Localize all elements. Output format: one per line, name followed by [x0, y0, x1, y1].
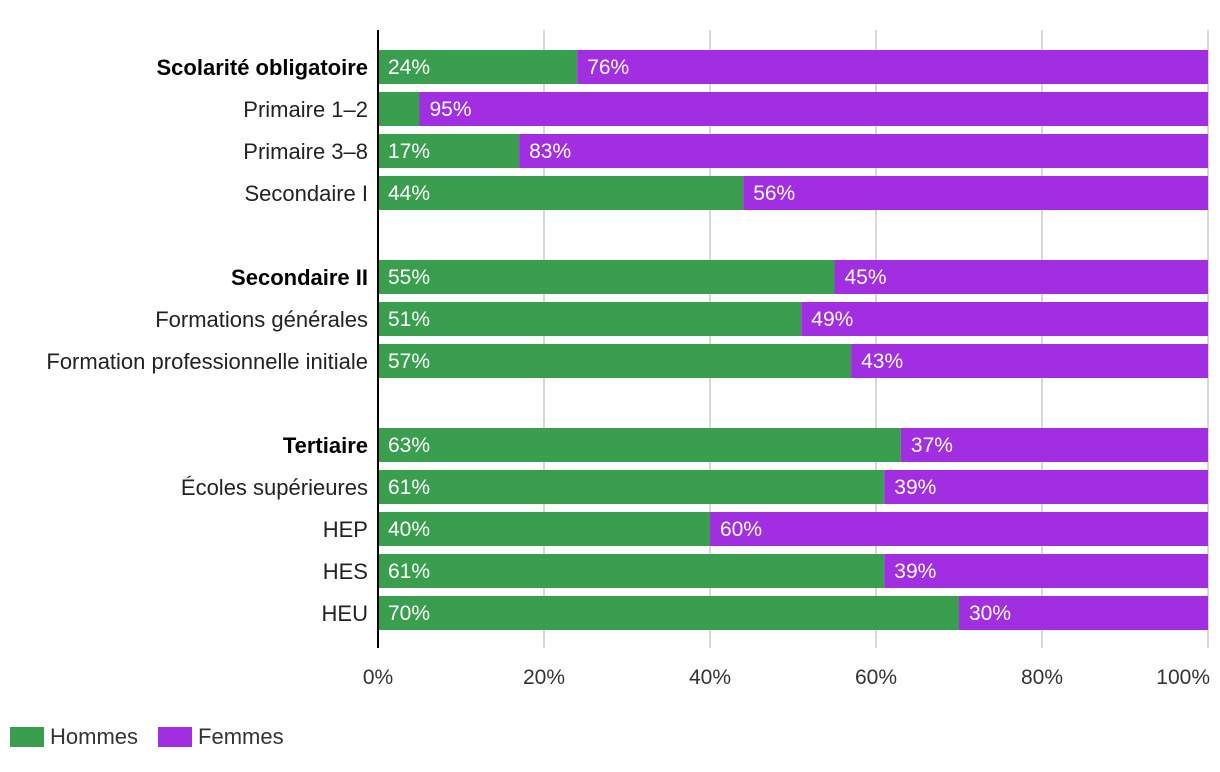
value-label-hommes-8: 61% — [388, 476, 430, 499]
category-label-6: Formation professionnelle initiale — [46, 349, 368, 374]
value-label-femmes-0: 76% — [587, 56, 629, 79]
bar-femmes-6 — [851, 344, 1208, 378]
legend: Hommes Femmes — [10, 724, 304, 750]
bars: 24% 76% 95%17% 83% 44% 56% 55% 45% 51% 49% 57% 43% 6… — [378, 50, 1208, 630]
value-label-femmes-3: 56% — [753, 182, 795, 205]
value-label-hommes-4: 55% — [388, 266, 430, 289]
legend-swatch-femmes — [158, 727, 193, 747]
bar-femmes-7 — [900, 428, 1208, 462]
bar-femmes-10 — [884, 554, 1208, 588]
legend-item-hommes: Hommes — [10, 724, 138, 750]
value-label-hommes-10: 61% — [388, 560, 430, 583]
value-label-hommes-5: 51% — [388, 308, 430, 331]
value-label-femmes-7: 37% — [911, 434, 953, 457]
bar-hommes-11 — [378, 596, 959, 630]
x-tick-20: 20% — [523, 666, 565, 689]
bar-hommes-10 — [378, 554, 885, 588]
bar-femmes-9 — [710, 512, 1208, 546]
category-label-2: Primaire 3–8 — [243, 139, 368, 164]
category-label-10: HES — [323, 559, 368, 584]
bar-hommes-7 — [378, 428, 901, 462]
legend-swatch-hommes — [10, 727, 44, 747]
category-label-9: HEP — [323, 517, 368, 542]
bar-hommes-4 — [378, 260, 835, 294]
x-tick-100: 100% — [1156, 666, 1210, 689]
value-label-femmes-1: 95% — [430, 98, 472, 121]
category-label-11: HEU — [322, 601, 368, 626]
value-label-hommes-9: 40% — [388, 518, 430, 541]
bar-hommes-0 — [378, 50, 578, 84]
bar-femmes-1 — [419, 92, 1208, 126]
bar-hommes-1 — [378, 92, 420, 126]
category-labels: Scolarité obligatoire Primaire 1–2 Primair… — [46, 55, 368, 626]
x-axis-ticks: 0% 20% 40% 60% 80% 100% — [363, 666, 1210, 689]
value-label-hommes-11: 70% — [388, 602, 430, 625]
category-label-5: Formations générales — [155, 307, 368, 332]
bar-hommes-3 — [378, 176, 744, 210]
value-label-femmes-8: 39% — [894, 476, 936, 499]
value-label-femmes-10: 39% — [894, 560, 936, 583]
category-label-4: Secondaire II — [231, 265, 368, 290]
x-tick-0: 0% — [363, 666, 393, 689]
stacked-bar-chart: 24% 76% 95%17% 83% 44% 56% 55% 45% 51% 49% 57% 43% 6… — [46, 30, 1210, 689]
legend-item-femmes: Femmes — [158, 724, 284, 750]
legend-label-femmes: Femmes — [198, 724, 284, 749]
bar-femmes-5 — [801, 302, 1208, 336]
bar-femmes-3 — [743, 176, 1208, 210]
bar-hommes-9 — [378, 512, 710, 546]
category-label-8: Écoles supérieures — [181, 475, 368, 500]
category-label-3: Secondaire I — [244, 181, 368, 206]
value-label-hommes-7: 63% — [388, 434, 430, 457]
x-tick-40: 40% — [689, 666, 731, 689]
x-tick-60: 60% — [855, 666, 897, 689]
value-label-hommes-3: 44% — [388, 182, 430, 205]
x-tick-80: 80% — [1021, 666, 1063, 689]
bar-hommes-5 — [378, 302, 802, 336]
bar-hommes-6 — [378, 344, 852, 378]
category-label-0: Scolarité obligatoire — [157, 55, 369, 80]
value-label-femmes-4: 45% — [845, 266, 887, 289]
bar-femmes-2 — [519, 134, 1208, 168]
bar-femmes-8 — [884, 470, 1208, 504]
category-label-7: Tertiaire — [283, 433, 368, 458]
value-label-hommes-2: 17% — [388, 140, 430, 163]
bar-femmes-0 — [577, 50, 1208, 84]
category-label-1: Primaire 1–2 — [243, 97, 368, 122]
value-label-femmes-11: 30% — [969, 602, 1011, 625]
value-label-hommes-6: 57% — [388, 350, 430, 373]
bar-femmes-11 — [959, 596, 1208, 630]
legend-label-hommes: Hommes — [50, 724, 139, 749]
value-label-femmes-6: 43% — [861, 350, 903, 373]
value-label-femmes-2: 83% — [529, 140, 571, 163]
bar-hommes-2 — [378, 134, 520, 168]
value-label-femmes-9: 60% — [720, 518, 762, 541]
bar-femmes-4 — [834, 260, 1208, 294]
bar-hommes-8 — [378, 470, 885, 504]
value-label-femmes-5: 49% — [811, 308, 853, 331]
value-label-hommes-0: 24% — [388, 56, 430, 79]
